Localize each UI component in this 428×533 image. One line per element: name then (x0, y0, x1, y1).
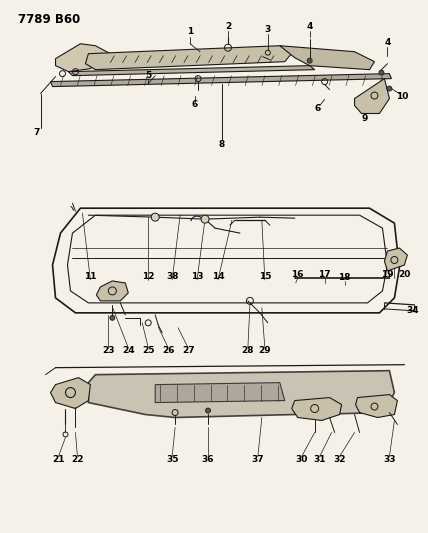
Polygon shape (56, 44, 110, 71)
Polygon shape (86, 46, 295, 70)
Text: 28: 28 (242, 346, 254, 355)
Text: 20: 20 (398, 270, 410, 279)
Polygon shape (89, 370, 395, 417)
Polygon shape (356, 394, 398, 417)
Text: 25: 25 (142, 346, 155, 355)
Text: 32: 32 (333, 455, 346, 464)
Text: 6: 6 (192, 100, 198, 109)
Text: 21: 21 (52, 455, 65, 464)
Text: 16: 16 (291, 270, 304, 279)
Text: 27: 27 (182, 346, 194, 355)
Circle shape (379, 70, 384, 75)
Text: 14: 14 (212, 272, 224, 281)
Text: 15: 15 (259, 272, 271, 281)
Text: 7789 B60: 7789 B60 (18, 13, 80, 26)
Text: 6: 6 (315, 104, 321, 113)
Circle shape (205, 408, 211, 413)
Text: 36: 36 (202, 455, 214, 464)
Text: 3: 3 (265, 25, 271, 34)
Text: 5: 5 (145, 71, 152, 80)
Polygon shape (51, 378, 90, 408)
Text: 18: 18 (338, 273, 351, 282)
Text: 31: 31 (313, 455, 326, 464)
Circle shape (110, 316, 115, 320)
Polygon shape (384, 248, 407, 271)
Text: 4: 4 (306, 22, 313, 31)
Text: 35: 35 (166, 455, 178, 464)
Text: 33: 33 (383, 455, 395, 464)
Text: 37: 37 (252, 455, 264, 464)
Text: 8: 8 (219, 140, 225, 149)
Text: 11: 11 (84, 272, 97, 281)
Polygon shape (280, 46, 374, 70)
Text: 4: 4 (384, 38, 391, 47)
Polygon shape (51, 74, 392, 86)
Text: 38: 38 (166, 272, 178, 281)
Text: 22: 22 (71, 455, 84, 464)
Text: 10: 10 (396, 92, 409, 101)
Text: 13: 13 (191, 272, 203, 281)
Polygon shape (292, 398, 342, 421)
Polygon shape (155, 383, 285, 402)
Text: 34: 34 (406, 306, 419, 316)
Text: 2: 2 (225, 22, 231, 31)
Circle shape (307, 58, 312, 63)
Text: 26: 26 (162, 346, 174, 355)
Circle shape (201, 215, 209, 223)
Text: 24: 24 (122, 346, 134, 355)
Text: 30: 30 (295, 455, 308, 464)
Text: 19: 19 (381, 270, 394, 279)
Text: 9: 9 (361, 114, 368, 123)
Polygon shape (96, 281, 128, 301)
Text: 17: 17 (318, 270, 331, 279)
Text: 29: 29 (259, 346, 271, 355)
Circle shape (387, 86, 392, 91)
Text: 23: 23 (102, 346, 115, 355)
Text: 12: 12 (142, 272, 155, 281)
Circle shape (151, 213, 159, 221)
Text: 1: 1 (187, 27, 193, 36)
Polygon shape (68, 66, 315, 76)
Polygon shape (354, 78, 389, 114)
Text: 7: 7 (33, 128, 40, 137)
